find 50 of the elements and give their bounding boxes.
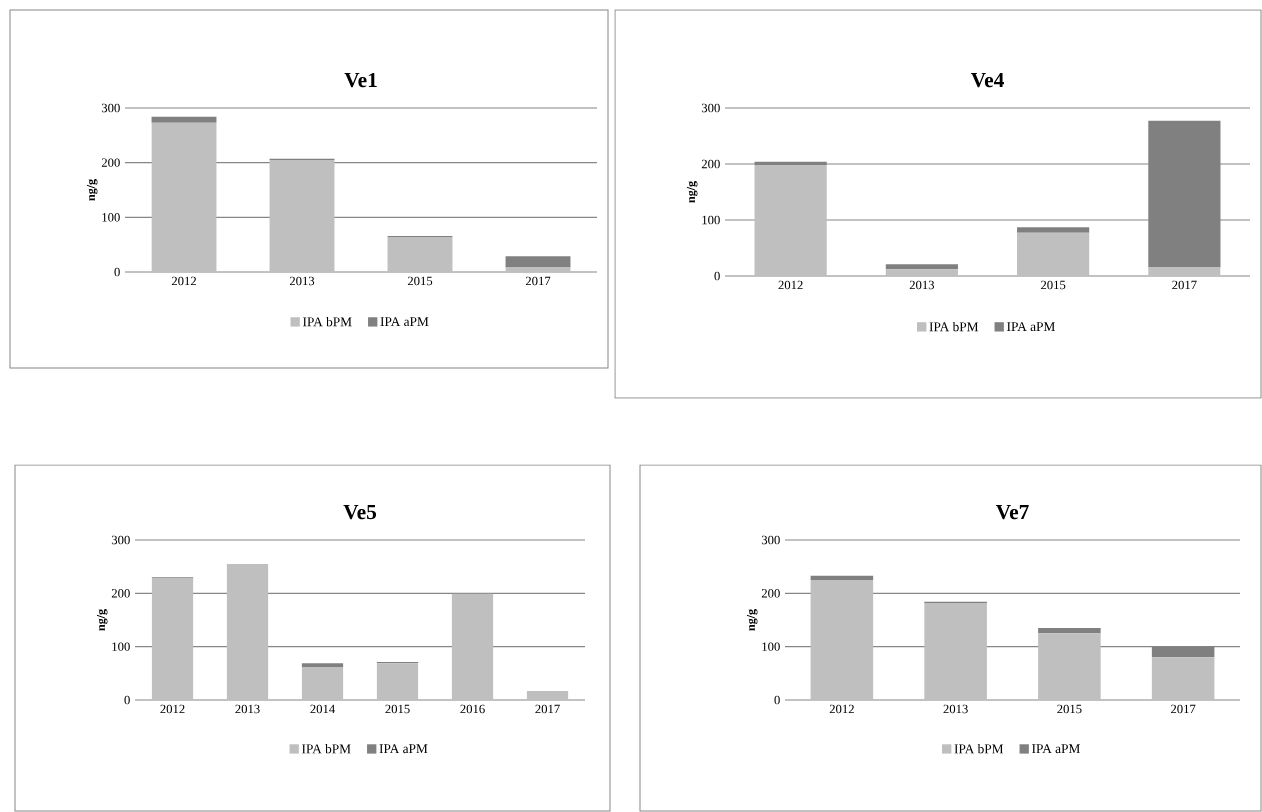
y-axis-title: ng/g xyxy=(746,609,758,631)
y-axis-title: ng/g xyxy=(86,179,98,201)
chart-title: Ve1 xyxy=(344,72,377,88)
legend-label: IPA bPM xyxy=(302,743,351,754)
x-tick-label: 2015 xyxy=(1057,704,1082,714)
y-tick-label: 300 xyxy=(701,103,720,113)
y-tick-label: 100 xyxy=(102,213,120,222)
x-tick-label: 2012 xyxy=(778,280,803,290)
y-tick-label: 100 xyxy=(112,642,130,651)
y-tick-label: 200 xyxy=(761,589,780,598)
legend-label: IPA aPM xyxy=(1032,744,1080,754)
y-tick-label: 200 xyxy=(701,159,720,169)
x-tick-label: 2013 xyxy=(909,280,935,290)
y-tick-label: 300 xyxy=(101,103,120,113)
x-tick-label: 2012 xyxy=(829,704,854,714)
y-tick-label: 0 xyxy=(124,695,130,705)
x-tick-label: 2014 xyxy=(310,704,335,714)
x-tick-label: 2015 xyxy=(385,704,410,714)
x-tick-label: 2012 xyxy=(160,704,185,714)
y-tick-label: 100 xyxy=(702,215,720,225)
legend-label: IPA bPM xyxy=(929,321,979,332)
chart-title: Ve5 xyxy=(343,504,377,520)
y-axis-title: ng/g xyxy=(686,181,698,203)
y-tick-label: 0 xyxy=(774,695,780,705)
x-tick-label: 2013 xyxy=(289,276,315,286)
chart-title: Ve7 xyxy=(995,504,1029,520)
x-tick-label: 2017 xyxy=(1172,280,1197,290)
x-tick-label: 2016 xyxy=(460,704,485,714)
y-axis-title: ng/g xyxy=(96,609,108,631)
legend-label: IPA bPM xyxy=(954,743,1004,754)
y-tick-label: 0 xyxy=(114,267,120,277)
x-tick-label: 2017 xyxy=(1171,704,1196,714)
x-tick-label: 2013 xyxy=(235,704,260,714)
y-tick-label: 100 xyxy=(762,642,780,651)
legend-label: IPA aPM xyxy=(1007,322,1055,332)
x-tick-label: 2017 xyxy=(535,704,560,714)
y-tick-label: 300 xyxy=(761,535,780,545)
y-tick-label: 0 xyxy=(714,271,720,281)
x-tick-label: 2017 xyxy=(525,276,551,286)
x-tick-label: 2013 xyxy=(943,704,968,714)
legend-label: IPA bPM xyxy=(303,316,352,327)
y-tick-label: 200 xyxy=(101,158,120,167)
x-tick-label: 2015 xyxy=(407,276,433,286)
legend-label: IPA aPM xyxy=(379,744,428,754)
y-tick-label: 200 xyxy=(111,589,130,598)
x-tick-label: 2015 xyxy=(1041,280,1066,290)
x-tick-label: 2012 xyxy=(171,276,196,286)
chart-title: Ve4 xyxy=(970,72,1004,88)
legend-label: IPA aPM xyxy=(380,317,429,327)
y-tick-label: 300 xyxy=(111,535,130,545)
